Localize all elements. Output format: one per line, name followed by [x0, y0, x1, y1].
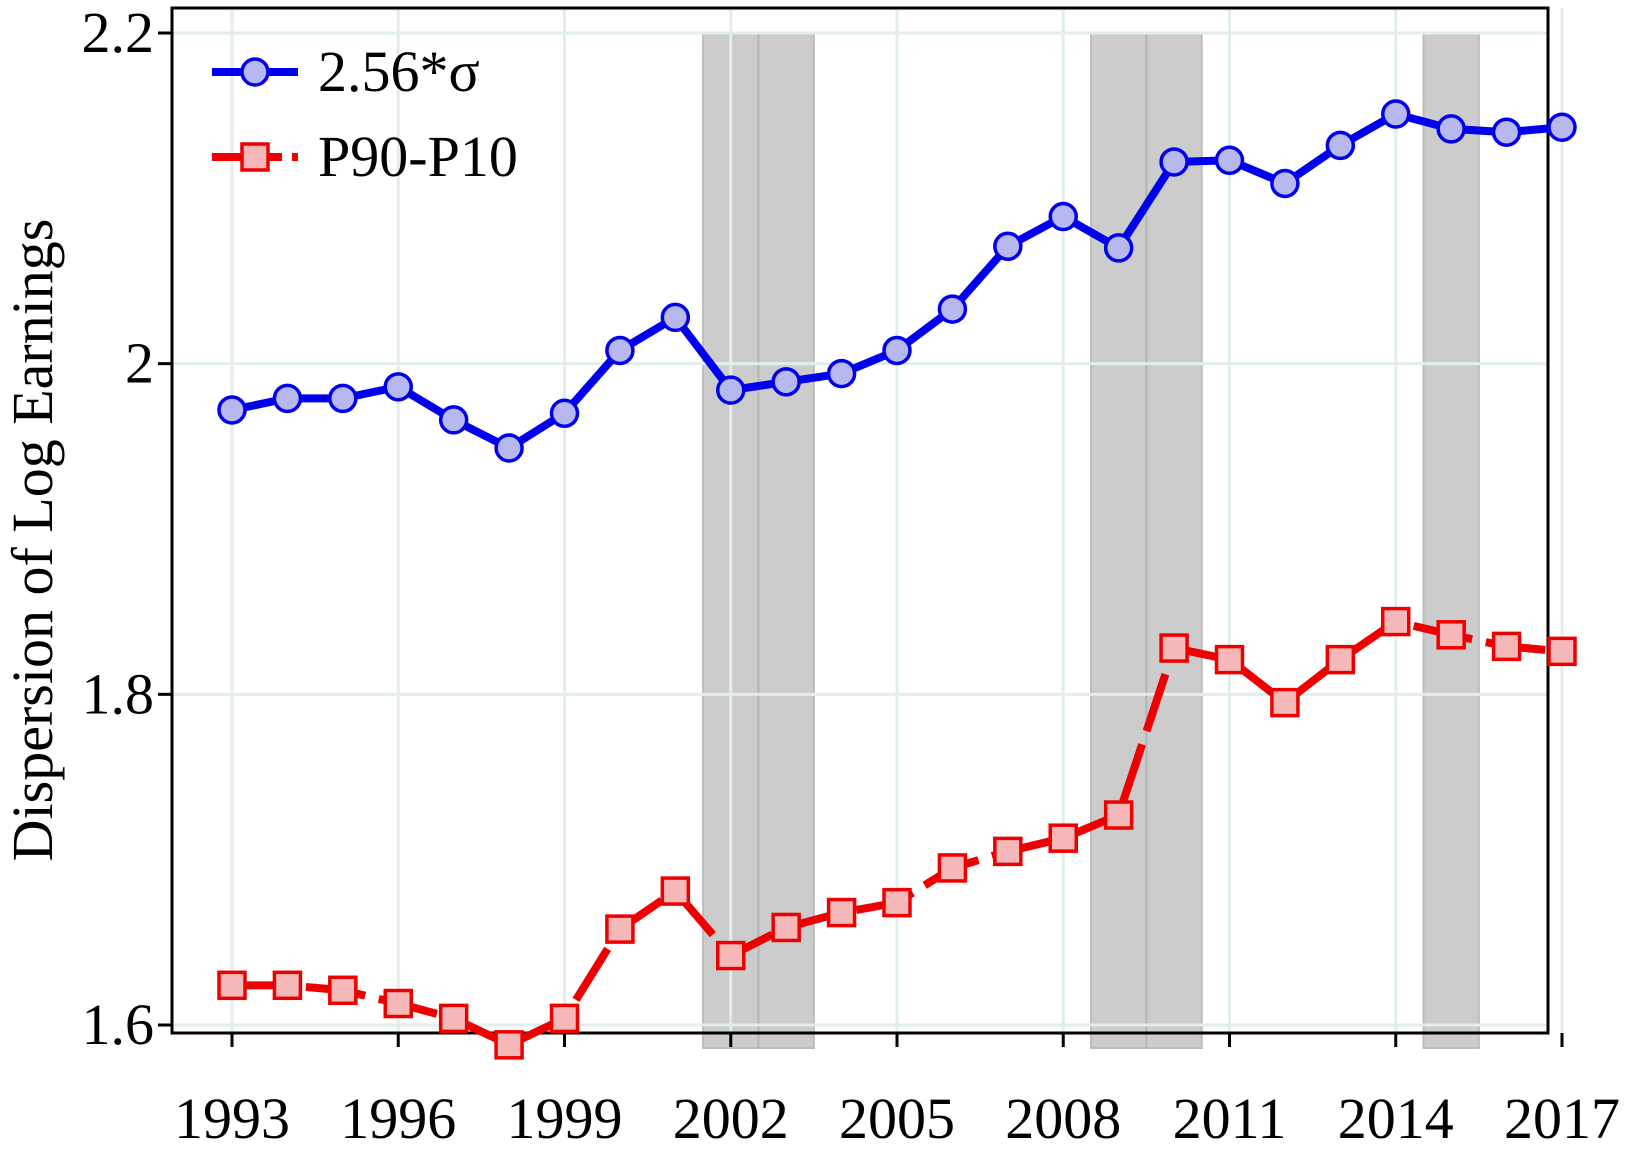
data-point	[1491, 117, 1522, 147]
data-point	[993, 231, 1023, 262]
data-point	[1325, 130, 1356, 161]
data-point	[217, 395, 247, 425]
plot-frame	[170, 6, 1550, 1035]
data-point	[1547, 636, 1577, 667]
data-point	[549, 398, 580, 429]
legend-marker	[240, 57, 270, 87]
data-point	[272, 383, 303, 414]
data-point	[826, 897, 857, 928]
data-point	[494, 433, 524, 463]
data-point	[660, 876, 691, 906]
data-point	[438, 405, 469, 435]
legend-label: 2.56*σ	[318, 39, 480, 104]
gridlines	[172, 8, 1564, 1033]
data-point	[1103, 800, 1134, 830]
x-tick-label: 1999	[507, 1086, 623, 1151]
data-point	[1159, 147, 1189, 177]
series-2	[217, 606, 1577, 1060]
data-point	[438, 1003, 469, 1034]
y-tick-label: 2	[125, 331, 154, 396]
data-point	[1491, 631, 1522, 662]
x-tick-label: 2014	[1338, 1086, 1454, 1151]
data-point	[1547, 112, 1577, 142]
legend: 2.56*σ P90-P10	[212, 39, 518, 189]
data-point	[716, 940, 746, 971]
series-layer	[217, 99, 1577, 1060]
data-point	[1381, 99, 1411, 129]
data-point	[328, 975, 358, 1006]
data-point	[494, 1030, 524, 1060]
data-point	[993, 836, 1023, 867]
data-point	[826, 358, 857, 389]
x-tick-label: 2008	[1005, 1086, 1121, 1151]
recession-bands	[702, 32, 1480, 1049]
x-tick-label: 2011	[1173, 1086, 1287, 1151]
data-point	[1270, 168, 1300, 199]
data-point	[882, 335, 912, 366]
x-tick-label: 1996	[340, 1086, 456, 1151]
data-point	[937, 294, 968, 324]
data-point	[771, 912, 801, 943]
data-point	[383, 988, 413, 1019]
data-point	[383, 372, 413, 402]
data-point	[1214, 644, 1245, 675]
data-point	[217, 970, 247, 1001]
x-tick-label: 2005	[839, 1086, 955, 1151]
data-point	[328, 383, 358, 414]
data-point	[605, 335, 635, 366]
data-point	[1381, 606, 1411, 637]
data-point	[1103, 233, 1134, 263]
y-tick-label: 1.6	[82, 992, 155, 1057]
x-tick-label: 2002	[673, 1086, 789, 1151]
y-tick-label: 2.2	[82, 0, 155, 65]
legend-label: P90-P10	[318, 124, 518, 189]
data-point	[1048, 201, 1078, 232]
data-point	[605, 914, 635, 944]
data-point	[882, 887, 912, 918]
data-point	[272, 970, 303, 1001]
data-point	[771, 367, 801, 397]
recession-band	[1422, 32, 1480, 1049]
data-point	[660, 302, 691, 333]
axis-ticks: 1993 1996 1999 2002 2005 2008 2011 2014 2017 1.6 1…	[82, 0, 1621, 1151]
legend-marker	[240, 142, 270, 172]
data-point	[1270, 687, 1300, 718]
x-tick-label: 2017	[1504, 1086, 1620, 1151]
data-point	[1436, 114, 1466, 144]
data-point	[1048, 823, 1078, 853]
series-1	[217, 99, 1577, 463]
data-point	[1436, 620, 1466, 650]
data-point	[1325, 644, 1356, 675]
y-tick-label: 1.8	[82, 661, 155, 726]
data-point	[549, 1003, 580, 1034]
y-axis-title: Dispersion of Log Earnings	[0, 219, 65, 862]
data-point	[1214, 145, 1245, 176]
data-point	[1159, 633, 1189, 663]
data-point	[937, 853, 968, 883]
x-tick-label: 1993	[174, 1086, 290, 1151]
data-point	[716, 375, 746, 405]
